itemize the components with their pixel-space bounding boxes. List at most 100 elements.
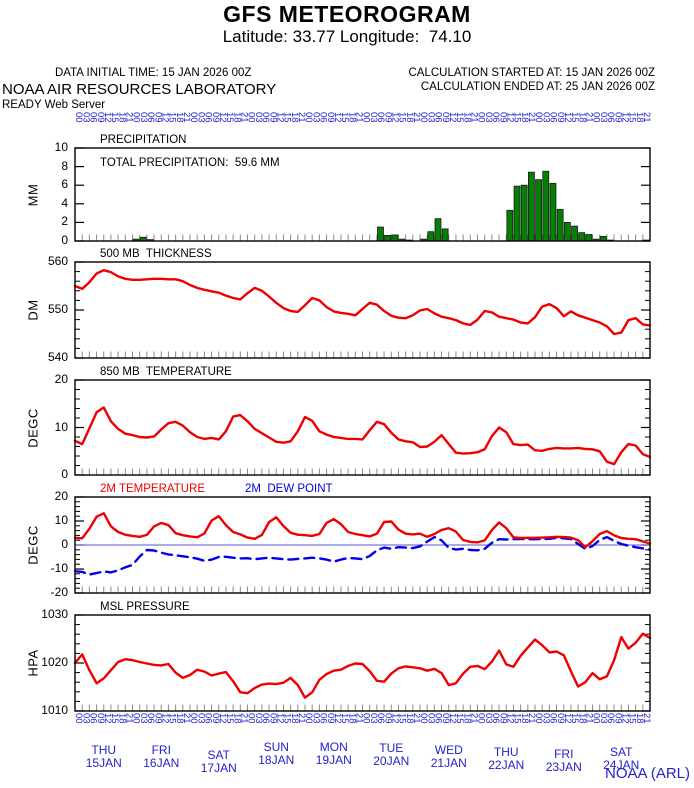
hour-label: 12 [159, 112, 171, 123]
hour-label: 03 [425, 112, 437, 123]
hour-label: 06 [145, 713, 157, 724]
y-tick-label: 560 [47, 254, 68, 268]
hour-label: 12 [274, 713, 286, 724]
y-tick-label: 1020 [41, 655, 68, 669]
day-label: FRI 16JAN [126, 744, 196, 769]
hour-label: 15 [339, 713, 351, 724]
hour-label: 18 [576, 713, 588, 724]
y-tick-label: 1030 [41, 607, 68, 621]
day-label: WED 21JAN [414, 744, 484, 769]
hour-label: 12 [504, 112, 516, 123]
hour-label: 00 [188, 713, 200, 724]
hour-label: 06 [87, 112, 99, 123]
y-tick-label: 550 [47, 302, 68, 316]
hour-label: 09 [612, 112, 624, 123]
organization-name: NOAA AIR RESOURCES LABORATORY [2, 81, 277, 98]
hour-label: 00 [360, 713, 372, 724]
hour-label: 12 [561, 112, 573, 123]
y-tick-label: 2 [61, 214, 68, 229]
y-tick-label: 20 [54, 489, 68, 503]
hour-label: 21 [583, 713, 595, 724]
hour-label: 00 [418, 112, 430, 123]
hour-label: 15 [511, 713, 523, 724]
hour-label: 00 [475, 112, 487, 123]
hour-label: 03 [482, 713, 494, 724]
hour-label: 09 [94, 713, 106, 724]
day-label: FRI 23JAN [529, 748, 599, 773]
credit-text: NOAA (ARL) [605, 765, 691, 782]
hour-label: 12 [389, 713, 401, 724]
hour-label: 18 [633, 112, 645, 123]
panel-title: 850 MB TEMPERATURE [100, 366, 232, 378]
hour-label: 00 [303, 112, 315, 123]
hour-label: 18 [461, 713, 473, 724]
hour-label: 09 [209, 713, 221, 724]
hour-label: 15 [626, 112, 638, 123]
day-of-week: THU [91, 743, 117, 757]
hour-label: 03 [137, 713, 149, 724]
day-of-week: MON [319, 740, 348, 754]
y-axis-unit-label: DEGC [25, 525, 41, 565]
hour-label: 03 [540, 713, 552, 724]
day-label: MON 19JAN [299, 741, 369, 766]
hour-label: 06 [432, 112, 444, 123]
hour-label: 15 [109, 112, 121, 123]
hour-label: 00 [533, 713, 545, 724]
hour-label: 15 [281, 112, 293, 123]
precipitation-plot [74, 147, 651, 242]
hour-label: 21 [181, 713, 192, 724]
day-date: 15JAN [85, 755, 122, 770]
y-tick-label: 540 [47, 350, 68, 364]
y-axis-unit-label: HPA [25, 649, 41, 677]
day-of-week: THU [493, 745, 519, 759]
hour-label: 21 [123, 713, 135, 724]
panel-500mb-thickness: 500 MB THICKNESS 540 550 560 DM [26, 248, 652, 364]
hour-label: 15 [166, 713, 178, 724]
hour-label: 21 [181, 112, 192, 123]
hour-label: 00 [130, 112, 142, 123]
legend-2m-temperature: 2M TEMPERATURE [100, 483, 206, 495]
y-axis-unit-label: MM [25, 183, 41, 206]
hour-label: 03 [597, 713, 609, 724]
hour-label: 18 [518, 112, 530, 123]
panel-precipitation: PRECIPITATION TOTAL PRECIPITATION: 59.6 … [26, 134, 651, 247]
hour-label: 15 [224, 112, 236, 123]
2m-dewpoint-line [73, 535, 652, 576]
hour-label: 18 [231, 713, 243, 724]
hour-label: 15 [626, 713, 638, 724]
thickness-line [73, 269, 652, 336]
panel-msl-pressure: MSL PRESSURE 1010 1020 1030 HPA [26, 601, 652, 717]
hour-label: 00 [245, 713, 257, 724]
hour-label: 09 [152, 112, 164, 123]
hour-label: 15 [569, 112, 581, 123]
hour-label: 00 [533, 112, 545, 123]
day-of-week: TUE [379, 741, 404, 755]
calculation-ended: CALCULATION ENDED AT: 25 JAN 2026 00Z [420, 81, 655, 93]
hour-label: 09 [324, 112, 336, 123]
hour-label: 09 [267, 112, 279, 123]
axis-ticks [75, 379, 650, 476]
hour-label: 03 [367, 713, 379, 724]
hour-label: 09 [439, 713, 451, 724]
hour-label: 03 [80, 112, 92, 123]
hour-label: 00 [188, 112, 200, 123]
location-subtitle: Latitude: 33.77 Longitude: 74.10 [222, 27, 472, 46]
hour-label: 12 [389, 112, 401, 123]
hour-label: 21 [468, 112, 480, 123]
day-of-week: SUN [263, 740, 289, 754]
hour-label: 12 [504, 713, 516, 724]
hour-label: 15 [339, 112, 351, 123]
hour-label: 03 [540, 112, 552, 123]
hour-label: 06 [202, 713, 214, 724]
hour-label: 00 [590, 713, 602, 724]
hour-label: 12 [216, 713, 228, 724]
panel-title: PRECIPITATION [100, 134, 187, 146]
hour-label: 18 [461, 112, 473, 123]
hour-label: 09 [612, 713, 624, 724]
y-tick-label: 10 [54, 140, 68, 154]
hour-label: 21 [641, 713, 652, 724]
500mb-thickness-plot [73, 261, 652, 359]
day-label: SAT 17JAN [184, 749, 254, 774]
hour-label: 06 [317, 713, 329, 724]
hour-label: 03 [310, 713, 322, 724]
